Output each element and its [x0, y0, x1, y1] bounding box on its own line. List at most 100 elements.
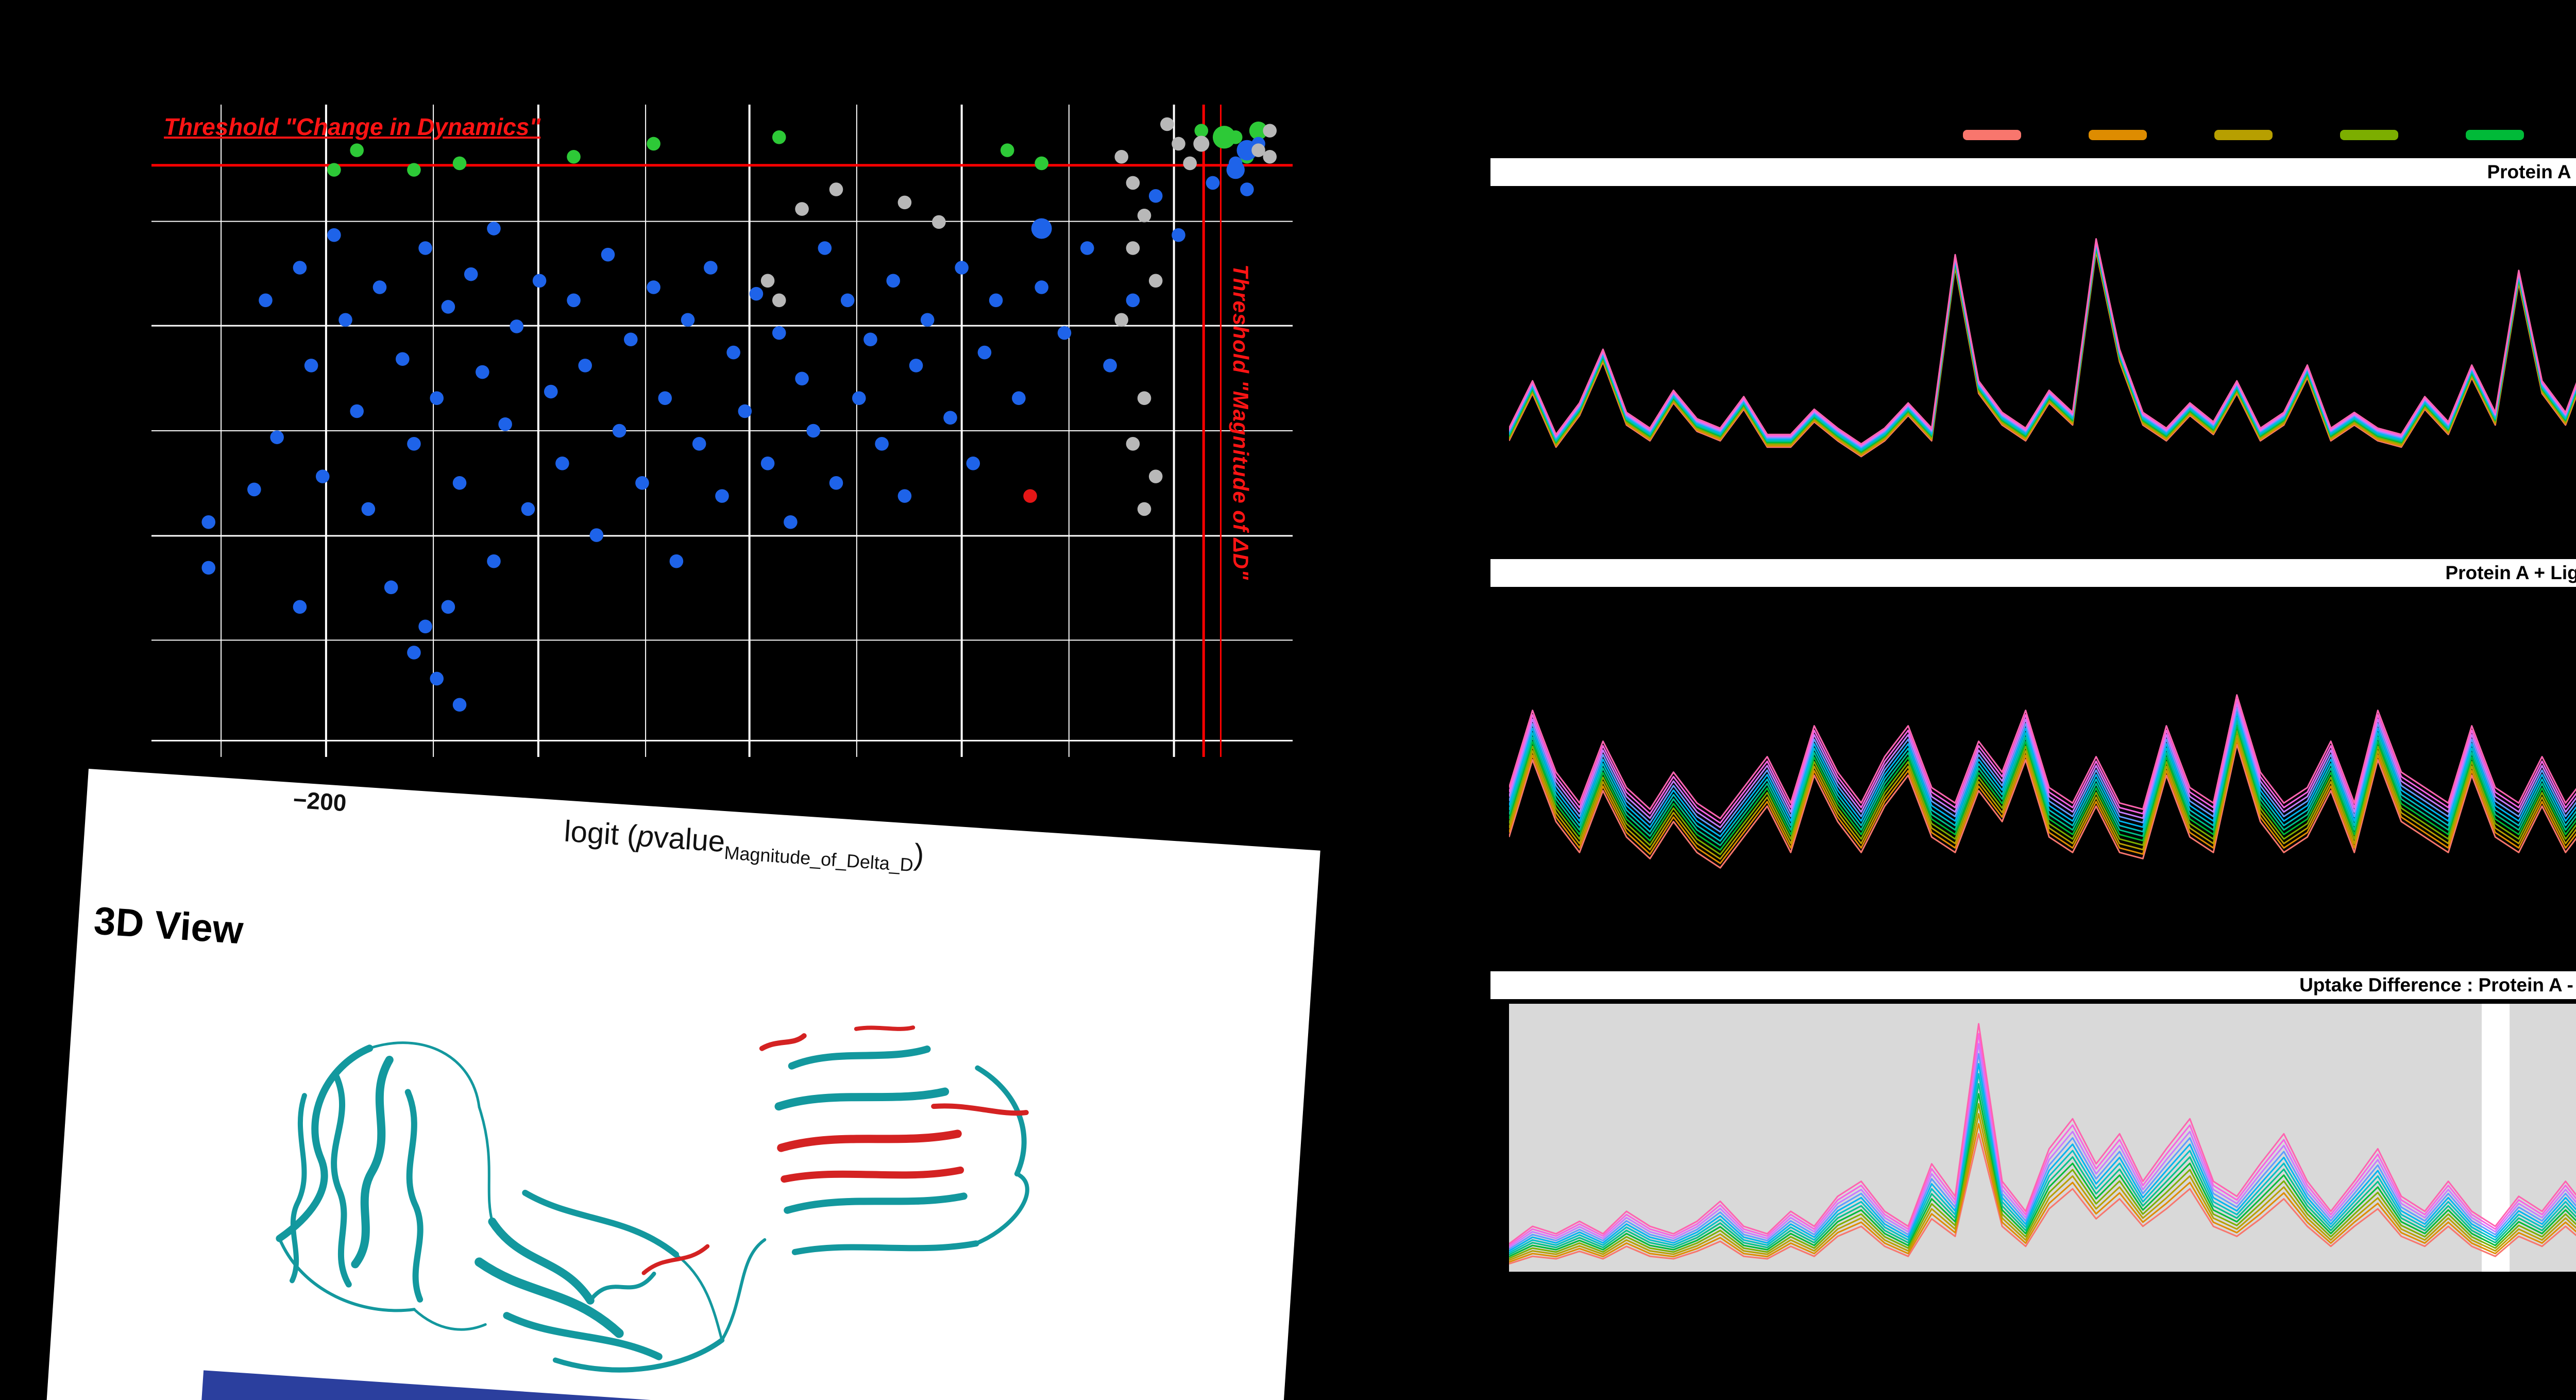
scatter-point	[487, 554, 501, 568]
scatter-point	[624, 332, 638, 347]
scatter-point	[1228, 156, 1243, 171]
scatter-point	[852, 391, 866, 405]
threshold-dynamics-label: Threshold "Change in Dynamics"	[164, 113, 541, 140]
uptake-series-line	[1509, 605, 2576, 818]
scatter-point	[407, 437, 421, 451]
scatter-point	[989, 293, 1003, 308]
uptake-series-line	[1509, 1064, 2576, 1258]
scatter-point	[510, 319, 524, 333]
scatter-point	[293, 600, 307, 614]
uptake-series-line	[1509, 247, 2576, 485]
scatter-point	[966, 457, 980, 470]
scatter-point	[521, 502, 535, 516]
scatter-point	[1183, 156, 1197, 171]
protein-ribbon	[404, 1089, 423, 1303]
scatter-point	[555, 457, 569, 470]
scatter-point	[270, 430, 284, 444]
protein-ribbon	[975, 1065, 1027, 1177]
scatter-point	[1160, 117, 1174, 131]
uptake-chart-protein-a-ligand[interactable]	[1509, 596, 2576, 927]
uptake-series-line	[1509, 1074, 2576, 1260]
scatter-point	[715, 489, 729, 503]
scatter-point	[795, 372, 809, 385]
uptake-series-line	[1509, 249, 2576, 510]
uptake-series-line	[1509, 695, 2576, 905]
scatter-point	[1249, 121, 1268, 140]
scatter-point	[692, 437, 706, 451]
uptake-difference-chart[interactable]	[1509, 1004, 2576, 1272]
uptake-series-line	[1509, 609, 2576, 836]
scatter-point	[430, 671, 444, 686]
scatter-point	[578, 359, 592, 373]
uptake-series-line	[1509, 248, 2576, 497]
scatter-point	[1137, 502, 1151, 516]
uptake-series-line	[1509, 1124, 2576, 1267]
scatter-point	[1114, 313, 1129, 327]
protein-structure-viewer[interactable]	[194, 956, 1095, 1400]
protein-ribbon	[522, 1189, 680, 1258]
scatter-point	[897, 489, 912, 503]
timepoint-swatch[interactable]	[2214, 130, 2273, 140]
timepoint-swatch[interactable]	[2466, 130, 2524, 140]
protein-ribbon	[720, 1238, 767, 1342]
scatter-point	[396, 352, 410, 366]
scatter-point	[1114, 150, 1129, 164]
uptake-chart-protein-a[interactable]	[1509, 198, 2576, 536]
panel-header-protein-a: Protein A	[1490, 158, 2576, 186]
uptake-series-line	[1509, 605, 2576, 832]
scatter-point	[1228, 130, 1243, 144]
scatter-point	[1080, 241, 1094, 255]
protein-highlight-ribbon	[781, 1166, 964, 1183]
timepoint-legend	[1963, 130, 2576, 140]
x-axis-label: logit (pvalueMagnitude_of_Delta_D)	[511, 811, 976, 880]
scatter-point	[1193, 136, 1210, 152]
scatter-point	[1031, 218, 1052, 239]
scatter-point	[1000, 143, 1014, 157]
threshold-magnitude-label: Threshold "Magnitude of ΔD"	[1229, 264, 1253, 580]
scatter-point	[1172, 137, 1185, 151]
timepoint-swatch[interactable]	[2340, 130, 2398, 140]
timepoint-swatch[interactable]	[1963, 130, 2021, 140]
chart-series	[1509, 207, 2576, 529]
protein-highlight-ribbon	[641, 1244, 710, 1275]
scatter-point	[441, 600, 455, 614]
protein-ribbon	[474, 1257, 624, 1338]
uptake-series-line	[1509, 1034, 2576, 1253]
scatter-point	[327, 163, 341, 177]
protein-ribbon	[788, 1045, 931, 1070]
scatter-point	[1035, 280, 1048, 294]
protein-ribbon	[488, 1217, 595, 1305]
3d-view-card: −200 logit (pvalueMagnitude_of_Delta_D) …	[41, 769, 1320, 1400]
volcano-points[interactable]	[201, 117, 1277, 712]
scatter-point	[943, 411, 957, 425]
scatter-point	[647, 280, 660, 294]
scatter-point	[1126, 176, 1140, 190]
panel-title: Protein A	[2487, 161, 2571, 182]
protein-highlight-ribbon	[931, 1103, 1029, 1116]
scatter-point	[829, 182, 843, 196]
protein-ribbon	[331, 1074, 352, 1288]
chart-series	[1509, 605, 2576, 905]
scatter-point	[1148, 189, 1163, 203]
protein-ribbon	[784, 1192, 968, 1214]
uptake-series-line	[1509, 207, 2576, 444]
scatter-point	[955, 261, 969, 275]
scatter-point	[760, 457, 775, 470]
axis-label-word: value	[652, 820, 726, 859]
scatter-point	[738, 404, 752, 418]
scatter-point	[612, 424, 626, 438]
scatter-point	[338, 313, 352, 327]
protein-ribbon	[276, 1044, 374, 1242]
uptake-series-line	[1509, 1114, 2576, 1267]
scatter-point	[407, 646, 421, 660]
timepoint-swatch[interactable]	[2089, 130, 2147, 140]
protein-ribbon	[974, 1172, 1029, 1246]
protein-ribbon	[278, 1237, 416, 1312]
protein-highlight-ribbon	[759, 1033, 807, 1051]
scatter-point	[840, 293, 855, 308]
volcano-plot-panel: Threshold "Change in Dynamics" Threshold…	[151, 105, 1293, 757]
scatter-point	[829, 476, 843, 490]
volcano-plot[interactable]	[151, 105, 1293, 757]
scatter-point	[669, 554, 684, 568]
scatter-point	[304, 359, 318, 373]
